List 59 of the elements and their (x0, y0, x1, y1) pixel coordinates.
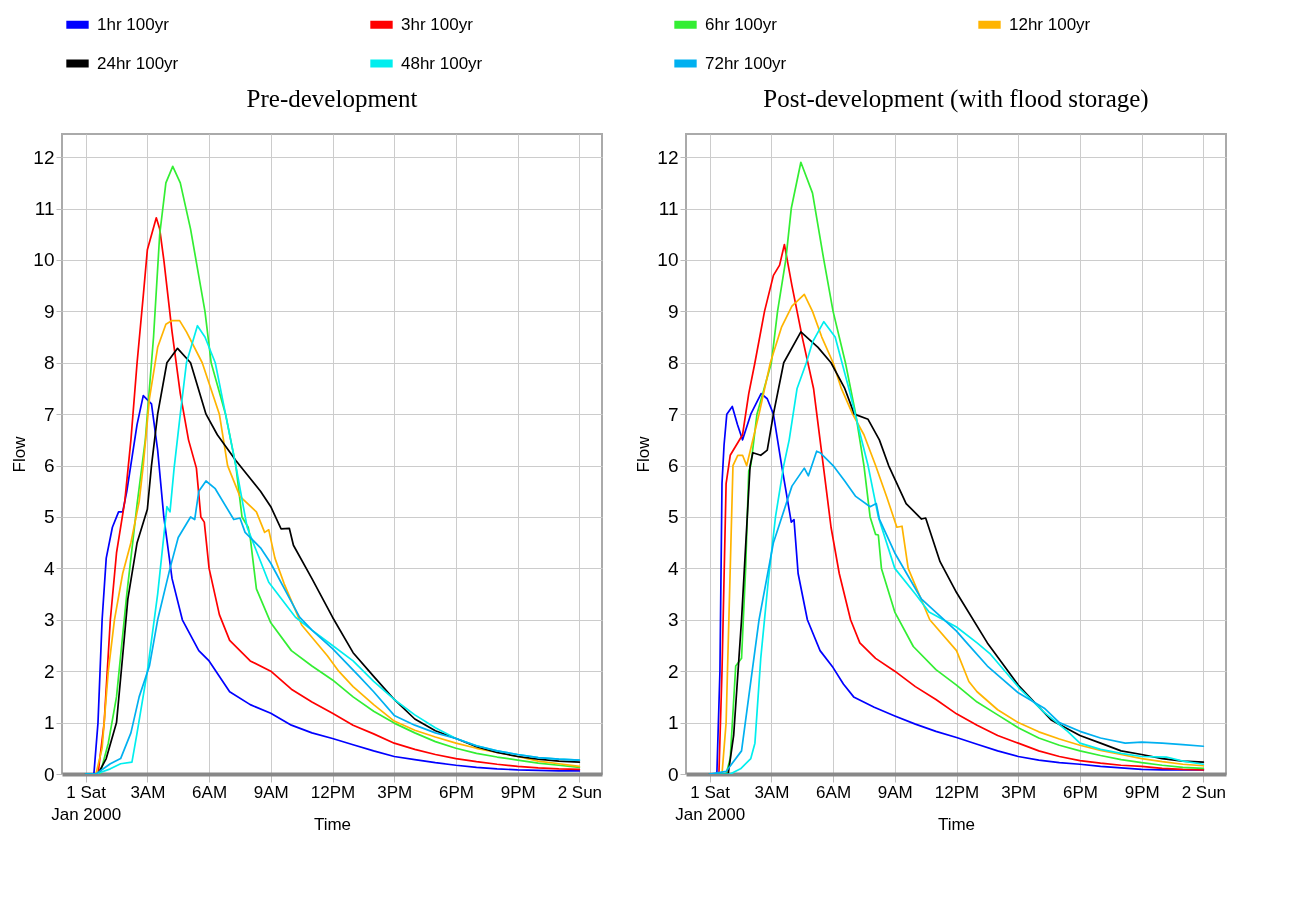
y-tick-label: 5 (667, 506, 679, 528)
y-tick-label: 1 (43, 712, 55, 734)
y-tick-label: 9 (43, 300, 55, 322)
chart-title: Pre-development (246, 85, 418, 112)
y-tick-label: 5 (43, 506, 55, 528)
legend-label: 1hr 100yr (97, 14, 170, 34)
line-series (708, 450, 1205, 774)
legend-label: 24hr 100yr (97, 53, 179, 73)
x-tick-label: 1 Sat Jan 2000 (675, 782, 746, 824)
x-tick-label: 6AM (192, 782, 228, 802)
x-tick-label: 3AM (130, 782, 166, 802)
y-tick-label: 6 (667, 455, 679, 477)
y-axis-title: Flow (634, 435, 654, 473)
chart-title: Post-development (with flood storage) (763, 85, 1149, 113)
y-tick-label: 8 (667, 352, 679, 374)
x-tick-label: 9AM (877, 782, 913, 802)
legend-label: 48hr 100yr (401, 53, 483, 73)
x-tick-label: 2 Sun (557, 782, 603, 802)
y-tick-label: 8 (43, 352, 55, 374)
x-tick-label: 12PM (934, 782, 980, 802)
y-tick-label: 2 (43, 660, 55, 682)
x-axis-title: Time (937, 814, 976, 834)
legend-label: 12hr 100yr (1009, 14, 1091, 34)
x-tick-label: 9PM (500, 782, 536, 802)
y-tick-label: 2 (667, 660, 679, 682)
x-tick-label: 1 Sat Jan 2000 (51, 782, 122, 824)
x-axis-title: Time (313, 814, 352, 834)
x-tick-label: 3PM (377, 782, 413, 802)
x-tick-label: 6AM (816, 782, 852, 802)
y-tick-label: 6 (43, 455, 55, 477)
y-tick-label: 3 (43, 609, 55, 631)
y-tick-label: 11 (658, 198, 679, 220)
y-axis-title: Flow (10, 435, 30, 473)
x-tick-label: 9PM (1124, 782, 1160, 802)
x-tick-label: 6PM (1062, 782, 1098, 802)
y-tick-label: 0 (667, 763, 679, 785)
x-tick-label: 2 Sun (1181, 782, 1227, 802)
x-tick-label: 3AM (754, 782, 790, 802)
y-tick-label: 11 (34, 198, 55, 220)
x-tick-label: 3PM (1001, 782, 1037, 802)
x-tick-label: 6PM (438, 782, 474, 802)
legend-label: 6hr 100yr (705, 14, 778, 34)
legend-label: 72hr 100yr (705, 53, 787, 73)
y-tick-label: 7 (43, 403, 55, 425)
y-tick-label: 10 (33, 249, 55, 271)
y-tick-label: 4 (43, 557, 55, 579)
y-tick-label: 12 (657, 146, 679, 168)
y-tick-label: 12 (33, 146, 55, 168)
y-tick-label: 0 (43, 763, 55, 785)
y-tick-label: 3 (667, 609, 679, 631)
y-tick-label: 1 (667, 712, 679, 734)
x-tick-label: 12PM (310, 782, 356, 802)
x-tick-label: 9AM (253, 782, 289, 802)
y-tick-label: 9 (667, 300, 679, 322)
y-tick-label: 7 (667, 403, 679, 425)
y-tick-label: 10 (657, 249, 679, 271)
legend-label: 3hr 100yr (401, 14, 474, 34)
y-tick-label: 4 (667, 557, 679, 579)
line-series (84, 480, 581, 774)
